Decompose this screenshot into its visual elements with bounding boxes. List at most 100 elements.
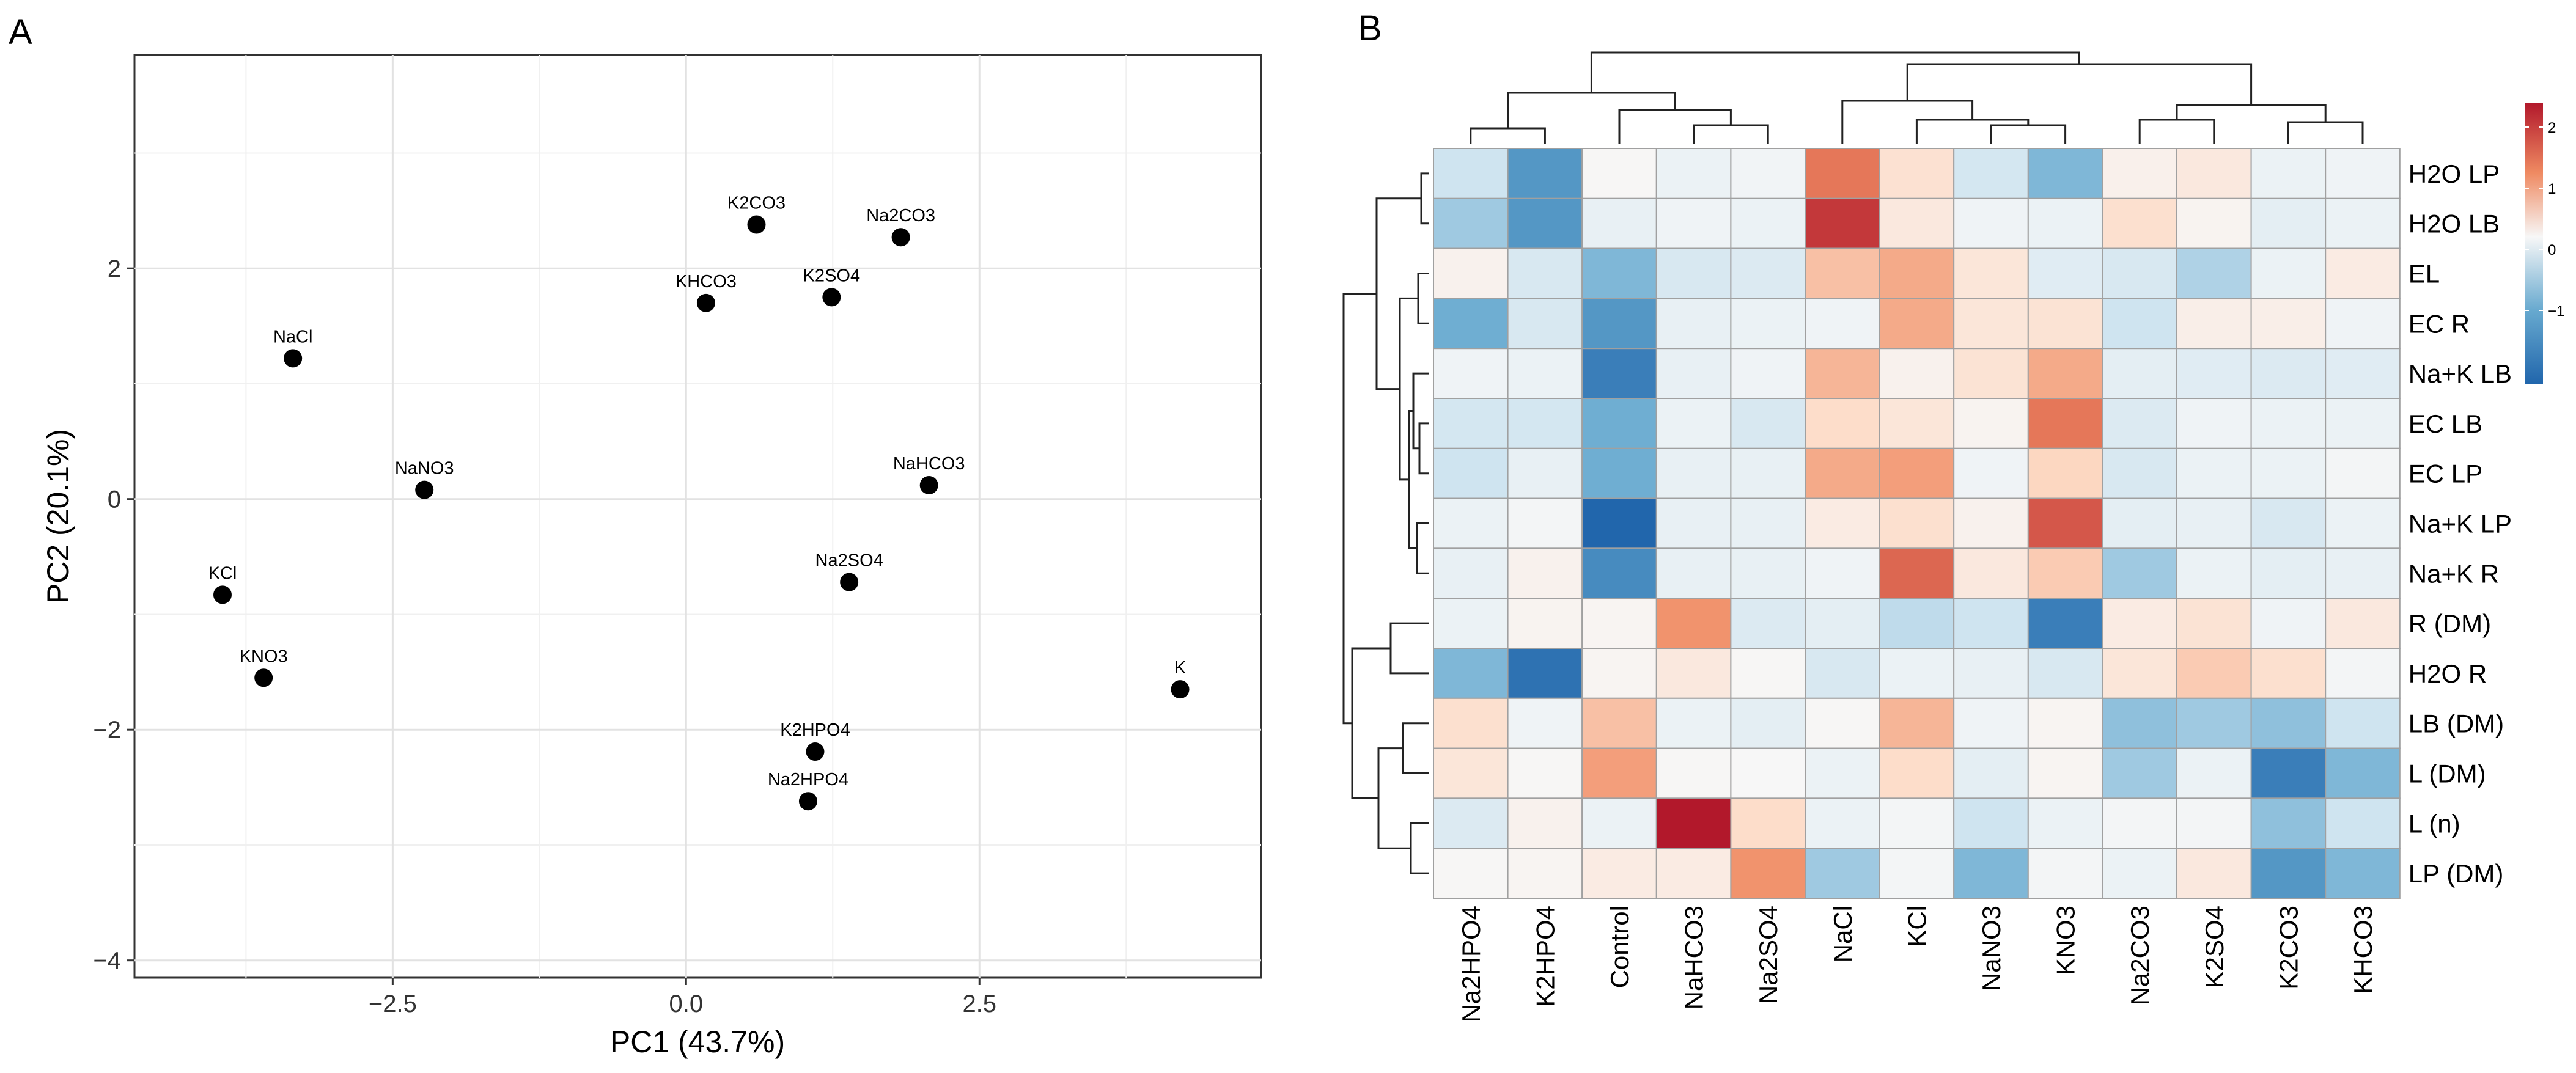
heatmap-cell	[2102, 598, 2177, 650]
pca-point	[798, 792, 817, 811]
heatmap-cell	[1507, 348, 1583, 400]
heatmap-cell	[1581, 547, 1657, 599]
heatmap-cell	[2325, 848, 2401, 899]
pca-point-label: K2CO3	[727, 193, 786, 213]
heatmap-cell	[1581, 848, 1657, 899]
heatmap-column-label: Na2CO3	[2125, 906, 2154, 1005]
heatmap-cell	[1433, 697, 1509, 749]
heatmap-cell	[1953, 747, 2029, 799]
heatmap-panel: B H2O LP H2O LB EL EC R Na+K LB EC LB EC LP Na+…	[1342, 9, 2564, 1022]
heatmap-cell	[2250, 398, 2327, 449]
heatmap-cell	[2250, 447, 2327, 499]
heatmap-cell	[1879, 697, 1955, 749]
heatmap-cell	[1805, 497, 1880, 549]
row-dendrogram-branch	[1420, 172, 1429, 225]
color-legend-bar	[2525, 103, 2543, 384]
heatmap-cell	[1581, 247, 1657, 299]
heatmap-row-label: EC R	[2409, 309, 2470, 338]
legend-tick-label: 0	[2548, 242, 2556, 258]
heatmap-cell	[2250, 197, 2327, 249]
heatmap-cell	[2102, 648, 2177, 699]
heatmap-cell	[2027, 547, 2103, 599]
heatmap-cell	[2325, 398, 2401, 449]
pca-point-label: Na2HPO4	[768, 770, 848, 789]
row-dendrogram	[1342, 172, 1429, 874]
heatmap-cell	[1730, 848, 1806, 899]
heatmap-cell	[1581, 697, 1657, 749]
heatmap-cell	[1655, 398, 1732, 449]
heatmap-cell	[1433, 547, 1509, 599]
pca-point	[840, 573, 859, 591]
heatmap-cell	[1730, 247, 1806, 299]
row-dendrogram-branch	[1389, 622, 1429, 675]
heatmap-cell	[2176, 197, 2252, 249]
heatmap-column-label: NaHCO3	[1680, 906, 1709, 1009]
pca-point	[822, 288, 841, 307]
heatmap-cell	[1953, 197, 2029, 249]
heatmap-row-label: L (DM)	[2409, 760, 2486, 788]
column-dendrogram-branch	[1590, 51, 2080, 93]
heatmap-cell	[1581, 398, 1657, 449]
heatmap-cell	[1730, 148, 1806, 199]
pca-gridlines	[134, 55, 1261, 978]
heatmap-cell	[2102, 247, 2177, 299]
heatmap-cell	[1433, 447, 1509, 499]
heatmap-cell	[1879, 497, 1955, 549]
heatmap-cell	[1655, 848, 1732, 899]
heatmap-cell	[1879, 797, 1955, 849]
heatmap-cell	[2325, 648, 2401, 699]
heatmap-cell	[1805, 648, 1880, 699]
pca-point-label: K	[1174, 658, 1187, 678]
heatmap-cell	[1655, 148, 1732, 199]
heatmap-cell	[1879, 848, 1955, 899]
heatmap-cell	[2027, 447, 2103, 499]
heatmap-cell	[2102, 148, 2177, 199]
heatmap-cell	[1953, 247, 2029, 299]
pca-y-tick-label: −4	[93, 948, 121, 975]
row-dendrogram-branch	[1402, 722, 1429, 774]
heatmap-cell	[2027, 697, 2103, 749]
heatmap-cell	[2102, 398, 2177, 449]
heatmap-cell	[1655, 747, 1732, 799]
heatmap-cell	[1730, 398, 1806, 449]
heatmap-row-label: R (DM)	[2409, 609, 2491, 638]
heatmap-cell	[2325, 447, 2401, 499]
heatmap-cell	[1581, 348, 1657, 400]
heatmap-cell	[1581, 497, 1657, 549]
heatmap-cell	[2325, 598, 2401, 650]
pca-y-ticks: −4 −2 0 2	[93, 255, 134, 975]
heatmap-cell	[1433, 348, 1509, 400]
heatmap-cell	[1507, 447, 1583, 499]
column-dendrogram-branch	[2138, 119, 2215, 144]
heatmap-cell	[1805, 697, 1880, 749]
row-dendrogram-branch	[1410, 822, 1429, 874]
heatmap-cell	[1507, 398, 1583, 449]
pca-x-tick-label: −2.5	[369, 991, 417, 1017]
heatmap-cell	[1655, 648, 1732, 699]
pca-point	[919, 476, 938, 495]
heatmap-cell	[1507, 598, 1583, 650]
heatmap-cell	[1507, 497, 1583, 549]
pca-point-label: Na2CO3	[866, 206, 935, 225]
pca-y-axis-title: PC2 (20.1%)	[41, 429, 75, 604]
heatmap-cell	[1507, 197, 1583, 249]
heatmap-cell	[2325, 247, 2401, 299]
heatmap-cell	[2102, 348, 2177, 400]
pca-point-label: NaCl	[273, 327, 312, 346]
heatmap-cell	[1805, 547, 1880, 599]
heatmap-cell	[1730, 298, 1806, 350]
pca-panel: A −2.5 0.0 2.5 −4 −2 0 2 K2CO3 Na2CO3 KHCO3 K2SO…	[9, 12, 1262, 1059]
row-dendrogram-branch	[1342, 293, 1377, 725]
pca-y-tick-label: 0	[108, 486, 121, 513]
heatmap-cell	[2027, 648, 2103, 699]
heatmap-cell	[2102, 497, 2177, 549]
heatmap-cell	[1953, 598, 2029, 650]
heatmap-cell	[1581, 598, 1657, 650]
heatmap-row-label: EC LP	[2409, 460, 2482, 488]
heatmap-cell	[2027, 497, 2103, 549]
heatmap-cell	[1953, 398, 2029, 449]
heatmap-cell	[2250, 148, 2327, 199]
heatmap-cell	[1730, 447, 1806, 499]
heatmap-row-label: Na+K LB	[2409, 359, 2512, 388]
panel-label-b: B	[1358, 9, 1382, 48]
